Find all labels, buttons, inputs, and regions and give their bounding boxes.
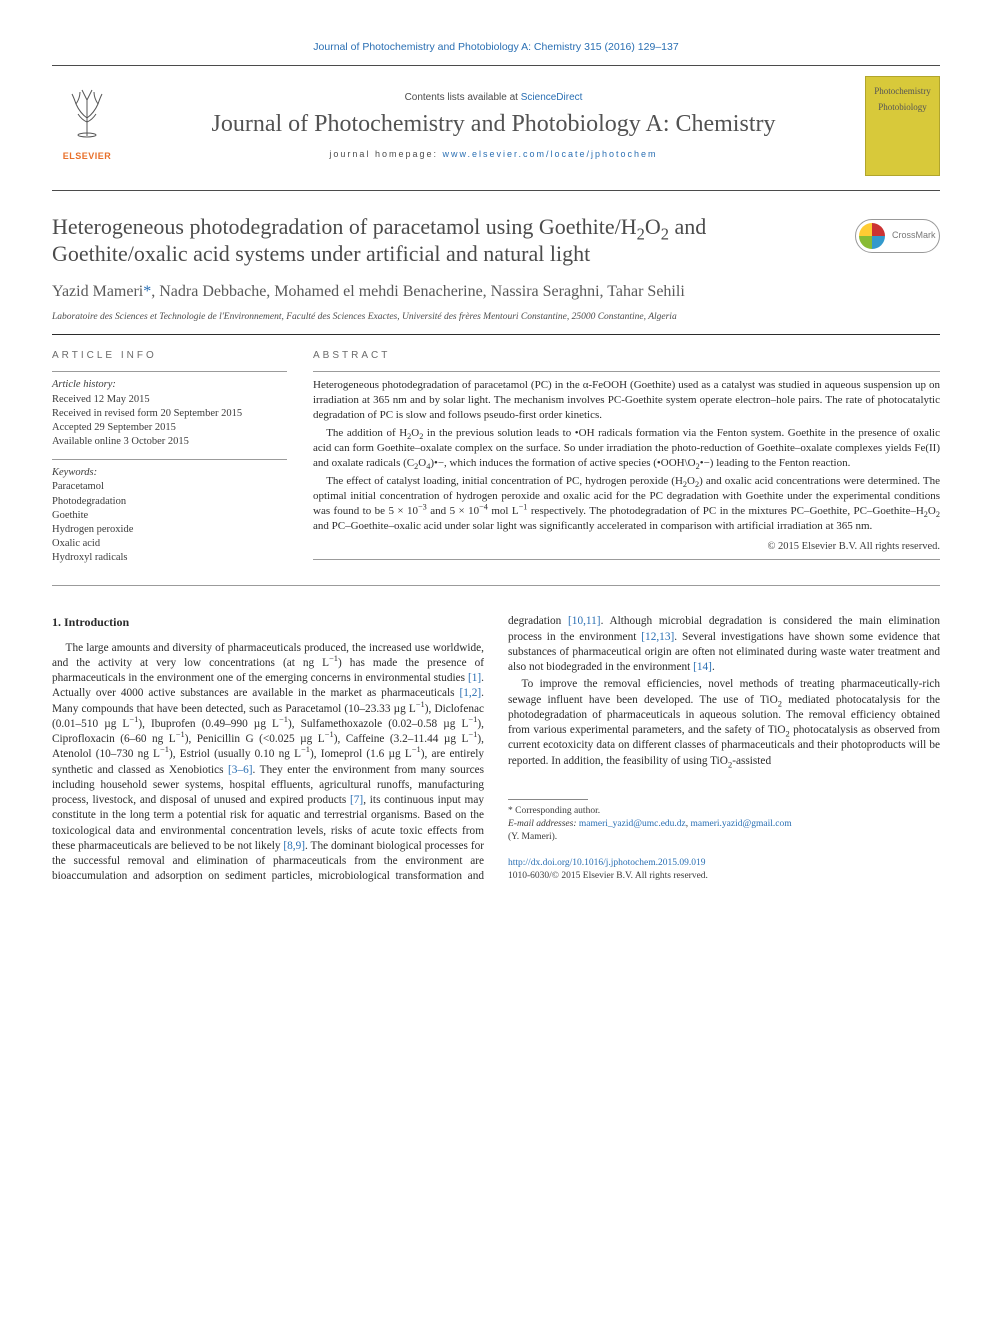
history-line: Available online 3 October 2015 [52,435,287,449]
doi-link[interactable]: http://dx.doi.org/10.1016/j.jphotochem.2… [508,857,940,869]
journal-cover-thumbnail[interactable]: Photochemistry Photobiology [865,76,940,176]
keyword: Hydroxyl radicals [52,551,287,565]
history-line: Accepted 29 September 2015 [52,421,287,435]
footnotes: * Corresponding author. E-mail addresses… [508,799,940,843]
affiliation: Laboratoire des Sciences et Technologie … [52,312,940,324]
masthead-center: Contents lists available at ScienceDirec… [122,91,865,161]
issn-copyright: 1010-6030/© 2015 Elsevier B.V. All right… [508,870,940,882]
crossmark-label: CrossMark [892,230,936,241]
sciencedirect-link[interactable]: ScienceDirect [521,92,583,103]
divider [313,371,940,372]
homepage-line: journal homepage: www.elsevier.com/locat… [122,148,865,161]
crossmark-badge[interactable]: CrossMark [855,219,940,253]
section-heading-intro: 1. Introduction [52,614,484,630]
author-email-link[interactable]: mameri.yazid@gmail.com [691,819,792,829]
article-history: Article history: Received 12 May 2015 Re… [52,378,287,449]
elsevier-logo[interactable]: ELSEVIER [52,88,122,163]
abstract-text: Heterogeneous photodegradation of parace… [313,378,940,534]
abstract-para: The addition of H2O2 in the previous sol… [313,426,940,471]
divider [52,371,287,372]
masthead: ELSEVIER Contents lists available at Sci… [52,65,940,191]
abstract-para: The effect of catalyst loading, initial … [313,474,940,534]
abstract-column: ABSTRACT Heterogeneous photodegradation … [313,349,940,575]
article-title-text: Heterogeneous photodegradation of parace… [52,214,706,267]
contents-line: Contents lists available at ScienceDirec… [122,91,865,105]
journal-citation-link[interactable]: Journal of Photochemistry and Photobiolo… [52,40,940,55]
cover-text-bottom: Photobiology [870,101,935,114]
authors: Yazid Mameri*, Nadra Debbache, Mohamed e… [52,282,940,303]
journal-name: Journal of Photochemistry and Photobiolo… [122,111,865,139]
author-short-name: (Y. Mameri). [508,831,940,844]
abstract-label: ABSTRACT [313,349,940,363]
divider [52,459,287,460]
cover-text-top: Photochemistry [870,85,935,98]
homepage-prefix: journal homepage: [329,149,442,159]
article-title: Heterogeneous photodegradation of parace… [52,213,940,268]
history-line: Received in revised form 20 September 20… [52,407,287,421]
article-info-column: ARTICLE INFO Article history: Received 1… [52,349,287,575]
divider [52,585,940,586]
corresponding-author-note: * Corresponding author. [508,805,940,818]
keyword: Photodegradation [52,495,287,509]
intro-text: The large amounts and diversity of pharm… [52,614,940,884]
divider [52,334,940,335]
elsevier-tree-icon [52,88,122,146]
article-info-label: ARTICLE INFO [52,349,287,363]
history-header: Article history: [52,378,287,392]
divider [313,559,940,560]
keyword: Goethite [52,509,287,523]
homepage-url-link[interactable]: www.elsevier.com/locate/jphotochem [442,149,657,159]
contents-prefix: Contents lists available at [405,92,521,103]
keywords-block: Keywords: Paracetamol Photodegradation G… [52,466,287,565]
keyword: Paracetamol [52,480,287,494]
abstract-copyright: © 2015 Elsevier B.V. All rights reserved… [313,540,940,555]
abstract-para: Heterogeneous photodegradation of parace… [313,378,940,423]
email-line: E-mail addresses: mameri_yazid@umc.edu.d… [508,818,940,831]
doi-block: http://dx.doi.org/10.1016/j.jphotochem.2… [508,857,940,882]
footnote-divider [508,799,588,800]
elsevier-name: ELSEVIER [52,150,122,163]
keyword: Oxalic acid [52,537,287,551]
email-label: E-mail addresses: [508,819,579,829]
author-email-link[interactable]: mameri_yazid@umc.edu.dz [579,819,686,829]
body-columns: 1. Introduction The large amounts and di… [52,614,940,884]
info-abstract-row: ARTICLE INFO Article history: Received 1… [52,349,940,575]
keyword: Hydrogen peroxide [52,523,287,537]
keywords-header: Keywords: [52,466,287,480]
history-line: Received 12 May 2015 [52,393,287,407]
